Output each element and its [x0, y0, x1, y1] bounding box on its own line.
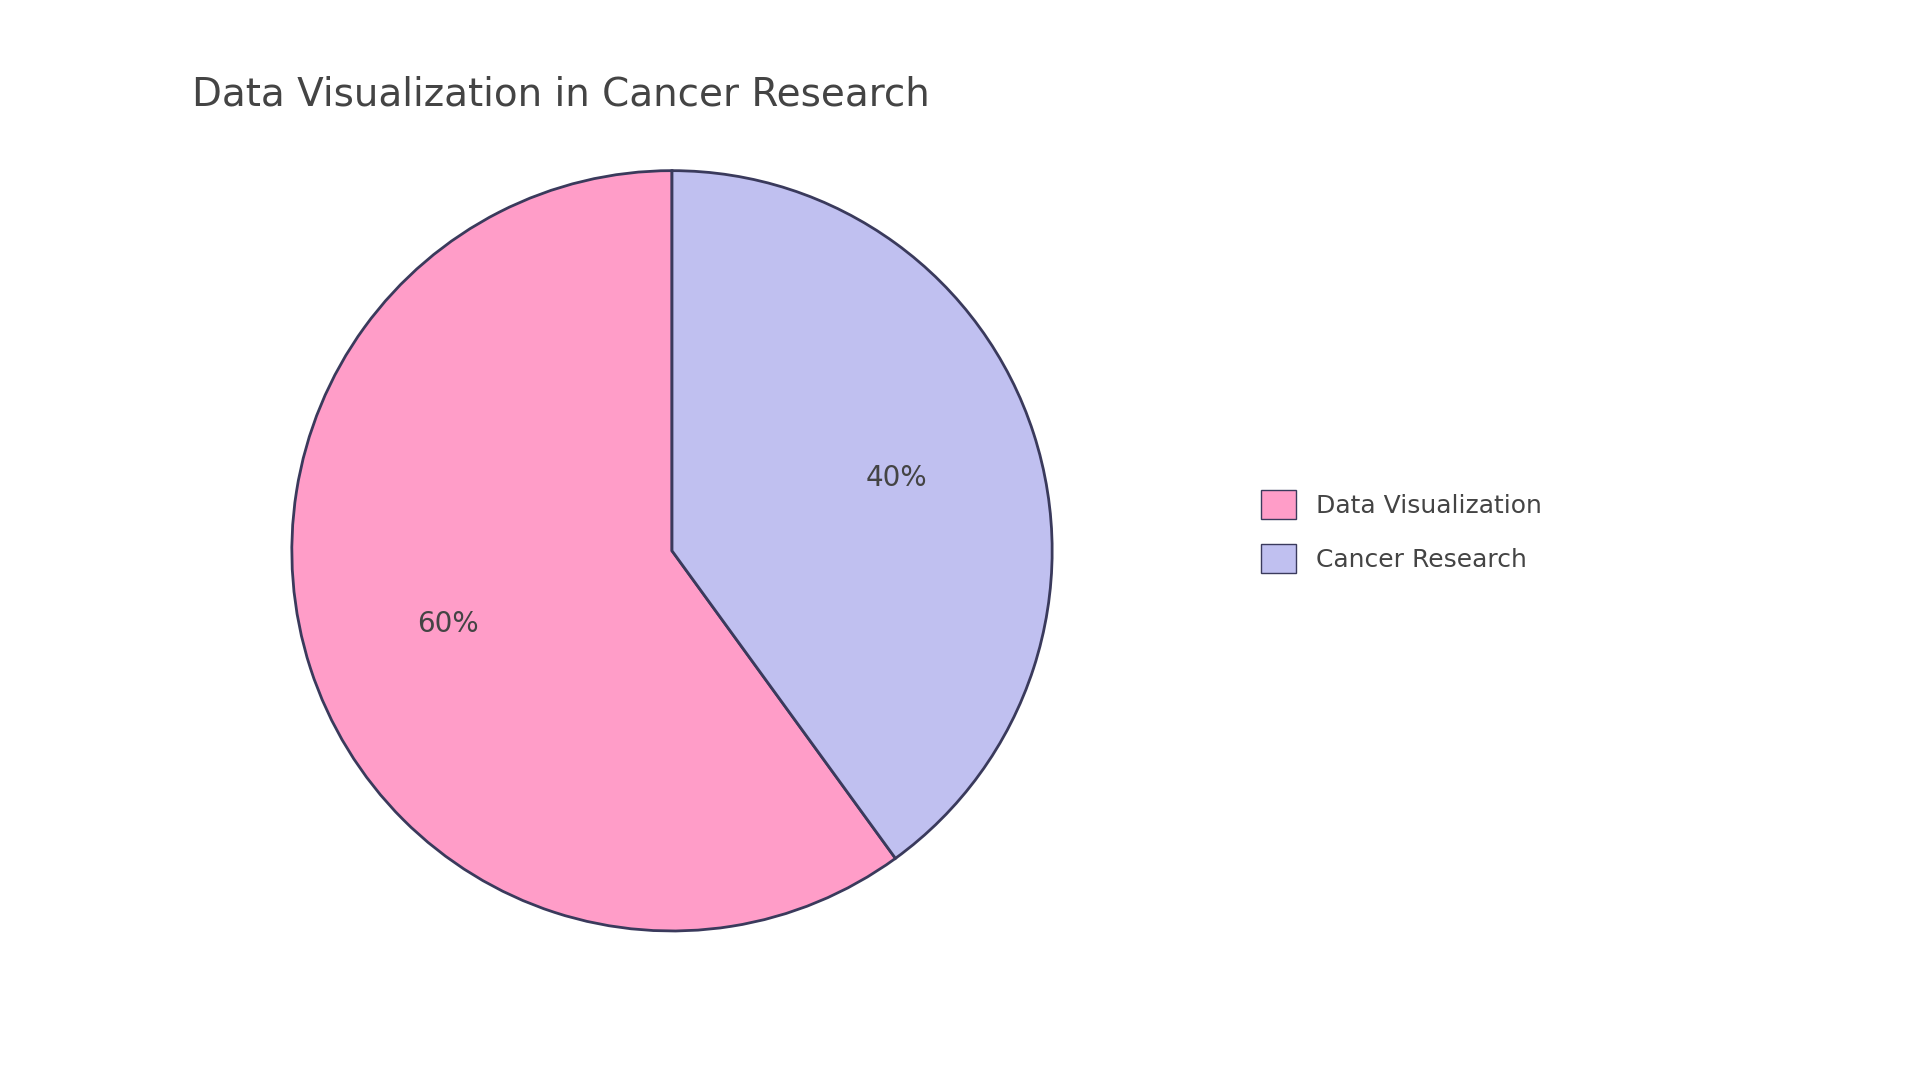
Text: 40%: 40% — [866, 464, 927, 492]
Text: Data Visualization in Cancer Research: Data Visualization in Cancer Research — [192, 76, 929, 113]
Wedge shape — [672, 171, 1052, 859]
Legend: Data Visualization, Cancer Research: Data Visualization, Cancer Research — [1236, 465, 1567, 598]
Text: 60%: 60% — [417, 609, 478, 637]
Wedge shape — [292, 171, 895, 931]
